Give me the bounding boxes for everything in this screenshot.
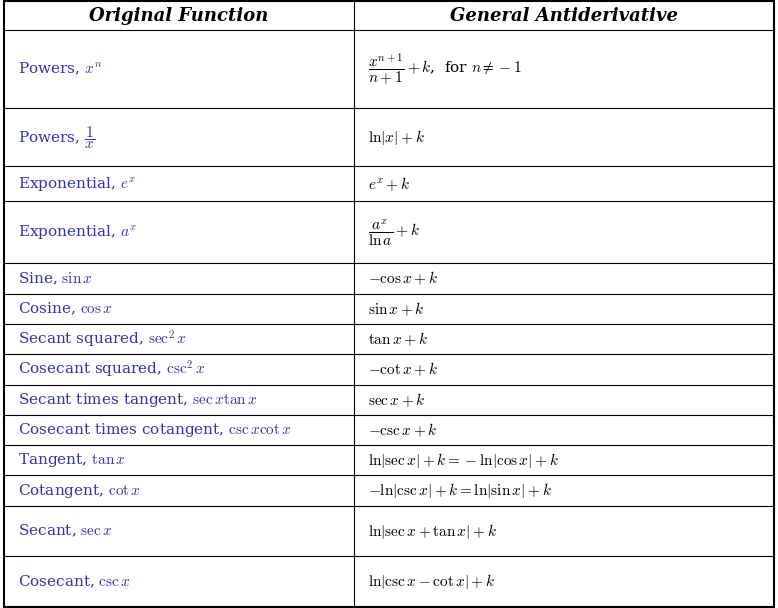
Text: $e^{x}+k$: $e^{x}+k$ [368,175,410,193]
Text: Cotangent, $\cot x$: Cotangent, $\cot x$ [18,482,141,500]
Text: Exponential, $e^{x}$: Exponential, $e^{x}$ [18,174,135,193]
Text: $\dfrac{x^{n+1}}{n+1}+k$,  for $n\neq -1$: $\dfrac{x^{n+1}}{n+1}+k$, for $n\neq -1$ [368,52,522,87]
Text: Secant squared, $\sec^{2} x$: Secant squared, $\sec^{2} x$ [18,328,187,350]
Text: $\ln |\csc x-\cot x|+k$: $\ln |\csc x-\cot x|+k$ [368,572,496,591]
Text: Cosecant, $\csc x$: Cosecant, $\csc x$ [18,573,131,590]
Text: $-\ln |\csc x|+k=\ln |\sin x|+k$: $-\ln |\csc x|+k=\ln |\sin x|+k$ [368,481,552,500]
Text: Exponential, $a^{x}$: Exponential, $a^{x}$ [18,223,137,241]
Text: General Antiderivative: General Antiderivative [450,7,678,25]
Text: $\ln |x|+k$: $\ln |x|+k$ [368,128,425,147]
Text: $-\csc x+k$: $-\csc x+k$ [368,421,437,439]
Text: $\ln |\sec x|+k = -\ln |\cos x|+k$: $\ln |\sec x|+k = -\ln |\cos x|+k$ [368,451,559,470]
Text: Cosecant times cotangent, $\csc x\cot x$: Cosecant times cotangent, $\csc x\cot x$ [18,421,292,439]
Text: Original Function: Original Function [89,7,268,25]
Text: $-\cos x+k$: $-\cos x+k$ [368,270,438,288]
Text: Secant times tangent, $\sec x\tan x$: Secant times tangent, $\sec x\tan x$ [18,391,258,409]
Text: $-\cot x+k$: $-\cot x+k$ [368,361,438,378]
Text: Cosine, $\cos x$: Cosine, $\cos x$ [18,300,113,317]
Text: Powers, $\dfrac{1}{x}$: Powers, $\dfrac{1}{x}$ [18,124,95,151]
Text: $\dfrac{a^{x}}{\ln a}+k$: $\dfrac{a^{x}}{\ln a}+k$ [368,217,420,247]
Text: Tangent, $\tan x$: Tangent, $\tan x$ [18,451,126,469]
Text: $\ln |\sec x+\tan x|+k$: $\ln |\sec x+\tan x|+k$ [368,522,497,541]
Text: $\sin x +k$: $\sin x +k$ [368,300,425,317]
Text: Secant, $\sec x$: Secant, $\sec x$ [18,523,113,539]
Text: Cosecant squared, $\csc^{2} x$: Cosecant squared, $\csc^{2} x$ [18,359,205,380]
Text: Sine, $\sin x$: Sine, $\sin x$ [18,271,93,287]
Text: $\tan x+k$: $\tan x+k$ [368,330,428,348]
Text: Powers, $x^{n}$: Powers, $x^{n}$ [18,61,102,77]
Text: $\sec x+k$: $\sec x+k$ [368,391,426,409]
